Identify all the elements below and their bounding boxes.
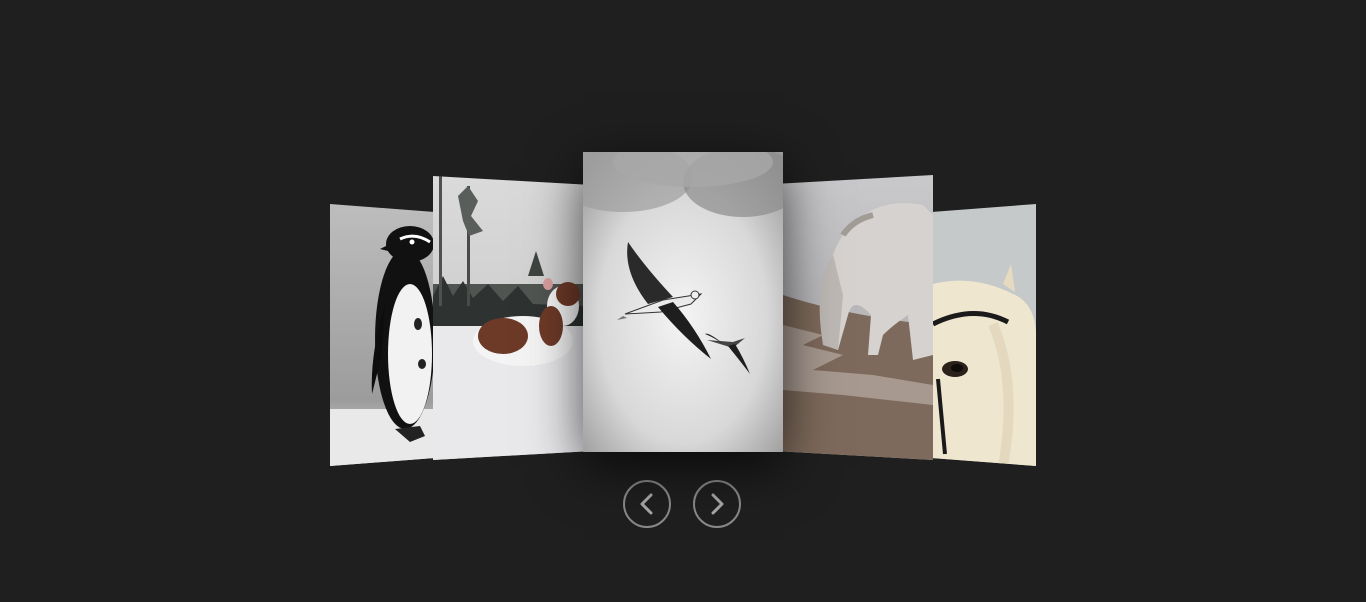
chevron-left-icon: [640, 493, 653, 515]
slide-dog[interactable]: [433, 176, 583, 460]
slide-penguin[interactable]: [330, 204, 433, 466]
slide-birds-active[interactable]: [583, 152, 783, 452]
dog-image: [433, 176, 583, 460]
slide-horse-head[interactable]: [933, 204, 1036, 466]
chevron-right-icon: [711, 493, 724, 515]
slide-horse-grazing[interactable]: [783, 175, 933, 460]
birds-image: [583, 152, 783, 452]
prev-button[interactable]: [623, 480, 671, 528]
next-button[interactable]: [693, 480, 741, 528]
horse-grazing-image: [783, 175, 933, 460]
horse-head-image: [933, 204, 1036, 466]
penguin-image: [330, 204, 433, 466]
